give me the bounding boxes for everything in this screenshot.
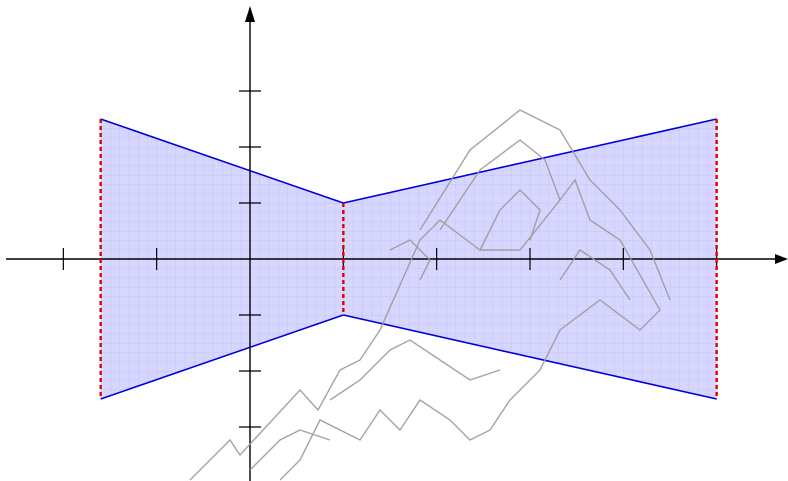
y-axis-arrow-icon	[245, 6, 255, 22]
upper-edge-left	[100, 118, 344, 204]
watermark-icon	[189, 109, 671, 481]
x-axis-arrow-icon	[775, 254, 788, 264]
axes-layer	[6, 6, 788, 481]
upper-edge-right	[343, 118, 717, 204]
lower-edge-right	[343, 314, 717, 400]
lower-edge-left	[100, 314, 344, 400]
